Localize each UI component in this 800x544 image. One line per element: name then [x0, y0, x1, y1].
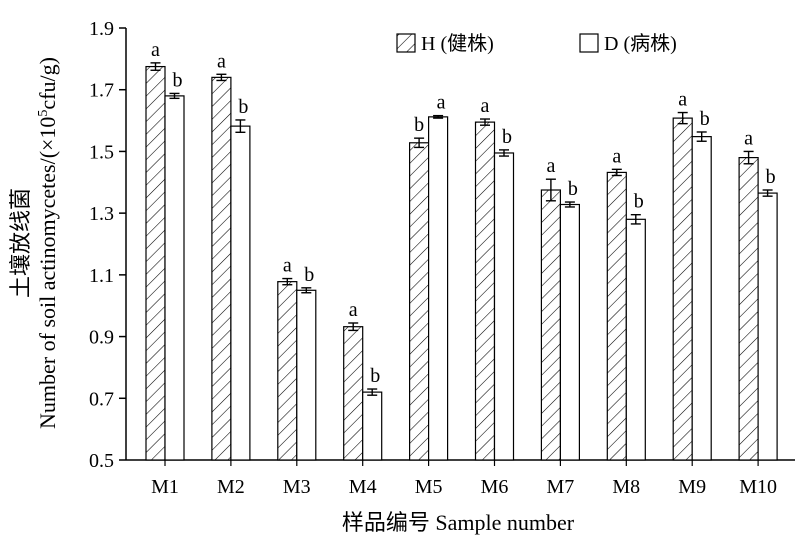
significance-letter: b — [502, 126, 512, 148]
x-tick-label: M5 — [415, 476, 443, 498]
x-tick-label: M2 — [217, 476, 245, 498]
y-axis-ticks: 0.5 0.7 0.9 1.1 1.3 1.5 1.7 1.9 — [89, 18, 126, 472]
x-tick-label: M4 — [349, 476, 377, 498]
bar-d — [296, 289, 317, 461]
significance-letter: a — [151, 39, 160, 61]
bar-h — [672, 117, 693, 461]
bar-h — [211, 76, 232, 461]
bar-h — [145, 65, 166, 461]
significance-letter: b — [173, 69, 183, 91]
legend-label-d: D (病株) — [604, 32, 677, 55]
bar-h — [474, 121, 496, 461]
significance-letter: a — [217, 50, 226, 72]
x-tick-label: M8 — [612, 476, 640, 498]
significance-letter: a — [546, 155, 555, 177]
bar-h — [277, 281, 298, 461]
x-tick-label: M10 — [739, 476, 777, 498]
y-axis-title-en: Number of soil actinomycetes/(×105cfu/g) — [35, 57, 60, 429]
bar-h — [343, 326, 364, 461]
bar-d — [428, 116, 449, 461]
legend-label-h: H (健株) — [421, 32, 494, 55]
significance-letter: a — [349, 299, 358, 321]
x-tick-label: M7 — [547, 476, 575, 498]
x-tick-label: M3 — [283, 476, 311, 498]
bar-h — [606, 171, 627, 461]
bar-d — [164, 95, 185, 461]
x-tick-label: M6 — [481, 476, 509, 498]
y-tick-label: 1.3 — [89, 203, 114, 225]
legend-swatch-d — [579, 33, 599, 53]
bar-h — [409, 142, 430, 461]
x-axis-title: 样品编号 Sample number — [342, 510, 575, 535]
x-axis-ticks: M1 M2 M3 M4 M5 M6 M7 M8 M9 M10 — [151, 460, 777, 498]
x-tick-label: M1 — [151, 476, 179, 498]
significance-letter: b — [568, 178, 578, 200]
significance-letter: b — [370, 365, 380, 387]
legend-swatch-h — [396, 33, 416, 53]
bar-d — [493, 152, 515, 461]
significance-letter: b — [766, 166, 776, 188]
y-tick-label: 0.7 — [89, 388, 114, 410]
significance-letter: b — [238, 96, 248, 118]
bar-d — [230, 125, 251, 461]
significance-letter: b — [414, 114, 424, 136]
significance-letter: a — [481, 95, 490, 117]
significance-letter: b — [304, 264, 314, 286]
y-axis-title-cn: 土壤放线菌 — [8, 188, 33, 298]
y-tick-label: 1.1 — [89, 265, 114, 287]
significance-letter: a — [283, 255, 292, 277]
bar-d — [625, 218, 646, 461]
bar-d — [362, 391, 383, 461]
significance-letter: b — [700, 108, 710, 130]
y-tick-label: 1.7 — [89, 80, 114, 102]
bar-h — [540, 189, 562, 461]
bar-d — [559, 203, 581, 461]
significance-letter: a — [612, 145, 621, 167]
legend: H (健株) D (病株) — [396, 32, 677, 55]
x-tick-label: M9 — [678, 476, 706, 498]
y-tick-label: 1.9 — [89, 18, 114, 40]
significance-letter: a — [437, 92, 446, 114]
significance-letter: a — [744, 127, 753, 149]
bar-h — [738, 157, 759, 461]
bar-d — [691, 136, 712, 461]
y-tick-label: 0.9 — [89, 327, 114, 349]
y-tick-label: 1.5 — [89, 141, 114, 163]
y-tick-label: 0.5 — [89, 450, 114, 472]
significance-letter: a — [678, 89, 687, 111]
bar-d — [757, 192, 778, 461]
significance-letter: b — [634, 191, 644, 213]
